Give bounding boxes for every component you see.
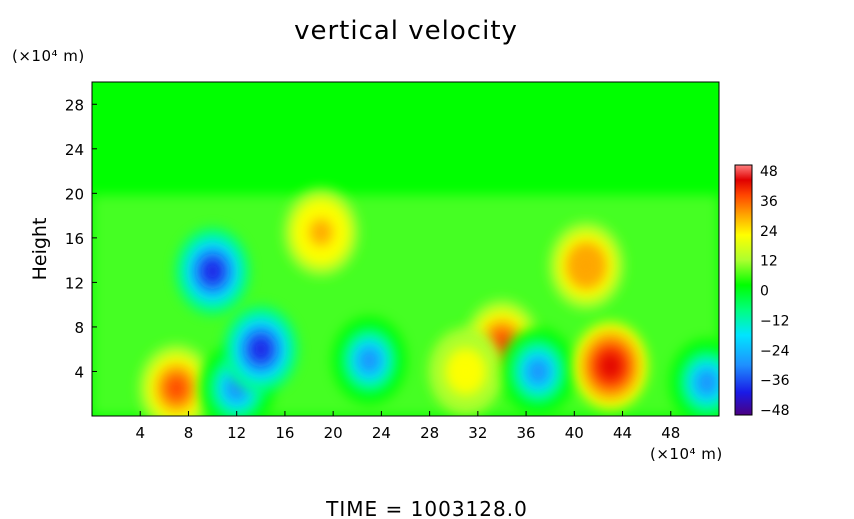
- x-axis-ticks: 4 8 12 16 20 24 28 32 36 40 44 48: [135, 411, 680, 442]
- y-tick-label: 28: [65, 96, 84, 114]
- y-tick-label: 4: [74, 363, 84, 381]
- x-tick-label: 48: [661, 424, 680, 442]
- colorbar-tick-label: 36: [760, 194, 778, 210]
- x-tick-label: 16: [275, 424, 294, 442]
- y-tick-label: 8: [74, 319, 84, 337]
- updraft-cell: [454, 357, 478, 385]
- x-tick-label: 36: [517, 424, 536, 442]
- y-tick-label: 20: [65, 185, 84, 203]
- y-tick-label: 12: [65, 274, 84, 292]
- y-tick-label: 24: [65, 141, 84, 159]
- y-axis-label: Height: [29, 218, 51, 281]
- x-tick-label: 8: [184, 424, 194, 442]
- x-tick-label: 40: [565, 424, 584, 442]
- downdraft-cell: [695, 369, 719, 397]
- y-tick-label: 16: [65, 230, 84, 248]
- colorbar-tick-label: −48: [760, 403, 790, 419]
- x-tick-label: 4: [135, 424, 145, 442]
- x-tick-label: 20: [324, 424, 343, 442]
- updraft-cell: [164, 374, 188, 402]
- colorbar-tick-label: 12: [760, 254, 778, 270]
- x-tick-label: 44: [613, 424, 632, 442]
- x-axis-unit: (×10⁴ m): [650, 445, 723, 463]
- x-tick-label: 12: [227, 424, 246, 442]
- downdraft-cell: [249, 335, 273, 363]
- updraft-cell: [598, 352, 622, 380]
- updraft-cell: [574, 252, 598, 280]
- downdraft-cell: [526, 357, 550, 385]
- time-label: TIME = 1003128.0: [325, 497, 528, 519]
- x-tick-label: 32: [468, 424, 487, 442]
- colorbar-ticks: 48 36 24 12 0 −12 −24 −36 −48: [760, 164, 790, 419]
- colorbar-tick-label: 24: [760, 224, 778, 240]
- colorbar: [734, 164, 753, 416]
- velocity-blobs: [139, 188, 719, 416]
- colorbar-tick-label: 48: [760, 164, 778, 180]
- colorbar-tick-label: −12: [760, 313, 790, 329]
- colorbar-tick-label: 0: [760, 284, 769, 300]
- x-tick-label: 24: [372, 424, 391, 442]
- downdraft-cell: [357, 346, 381, 374]
- colorbar-tick-label: −24: [760, 343, 790, 359]
- x-tick-label: 28: [420, 424, 439, 442]
- updraft-cell: [309, 218, 333, 246]
- colorbar-tick-label: −36: [760, 373, 790, 389]
- heatmap-field: [92, 82, 719, 416]
- chart-title: vertical velocity: [294, 16, 518, 46]
- downdraft-cell: [201, 257, 225, 285]
- plot-frame: [91, 81, 720, 417]
- y-axis-ticks: 4 8 12 16 20 24 28: [65, 96, 97, 381]
- y-axis-unit: (×10⁴ m): [12, 47, 85, 65]
